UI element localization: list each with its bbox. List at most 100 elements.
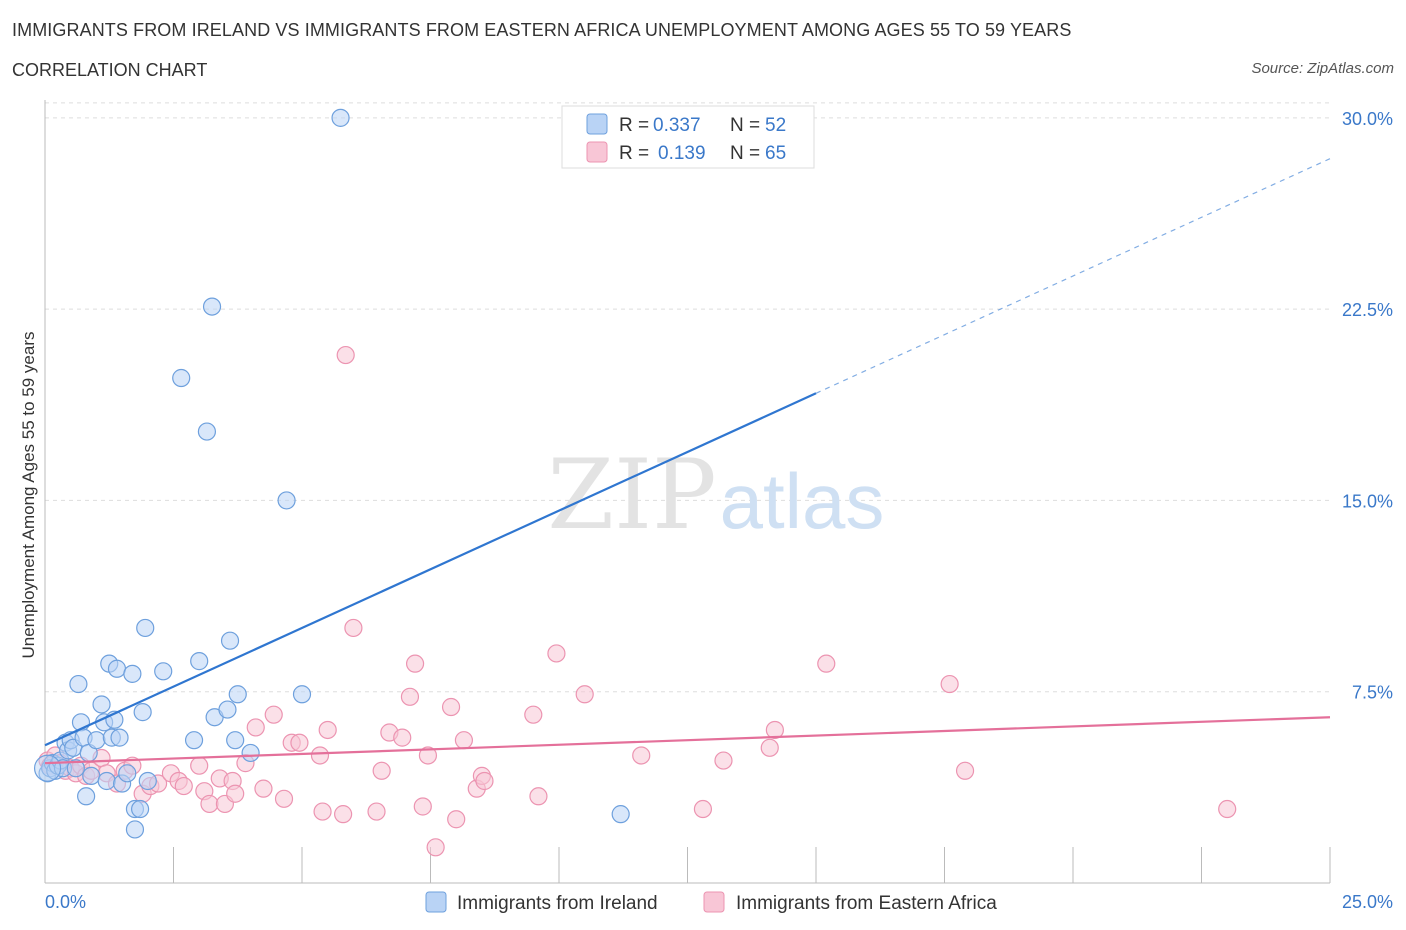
eastern-africa-point [418,746,438,765]
eastern-africa-point [290,733,309,752]
eastern-africa-point [334,805,353,824]
legend-r-label-ireland: R = [619,115,649,136]
ireland-point [123,664,142,683]
eastern-africa-point [454,731,474,750]
eastern-africa-point [765,720,784,740]
ireland-point [87,731,106,750]
trend-lines [44,158,1331,765]
ireland-point [97,771,116,791]
legend-r-value-ireland: 0.337 [653,115,701,136]
ireland-point [110,728,129,747]
eastern-africa-point [246,718,265,737]
ireland-point [197,422,217,441]
eastern-africa-point [575,685,594,704]
tick-labels: 7.5% 15.0% 22.5% 30.0% 0.0% 25.0% [45,109,1393,912]
ireland-point [82,766,101,785]
eastern-africa-point [524,705,543,724]
ireland-point [228,685,247,704]
eastern-africa-point [547,644,566,663]
eastern-africa-point [344,618,363,638]
top-legend: R = 0.337 N = 52 R = 0.139 N = 65 [561,105,815,169]
eastern-africa-point [310,746,330,765]
source-label: Source: ZipAtlas.com [1251,60,1394,77]
ireland-point [138,771,157,791]
eastern-africa-point [1218,799,1237,819]
ireland-point [184,731,204,750]
eastern-africa-point [318,720,337,740]
ireland-point-cluster [33,754,62,782]
eastern-africa-point [441,697,461,717]
ireland-trend-extension [815,158,1331,394]
eastern-africa-point [413,797,432,816]
ireland-point [220,631,240,650]
ireland-point [292,685,312,704]
legend-n-label-eastern-africa: N = [730,143,760,164]
ireland-point [172,368,191,388]
ireland-point [611,805,630,824]
axes [44,100,1331,884]
eastern-africa-point [529,787,548,806]
bottom-legend-swatch-ireland [425,891,447,913]
bottom-legend-swatch-eastern-africa [703,891,725,913]
eastern-africa-point [714,751,733,770]
x-tick-label-max: 25.0% [1342,892,1393,912]
ireland-point [66,759,85,778]
eastern-africa-point [760,738,779,757]
legend-swatch-eastern-africa [586,141,608,163]
eastern-africa-points [38,345,1237,857]
legend-n-label-ireland: N = [730,115,760,136]
eastern-africa-point [190,756,209,775]
ireland-point [154,662,173,681]
eastern-africa-point [693,799,713,819]
gridlines [45,102,1330,693]
ireland-points [33,108,630,839]
y-axis-label: Unemployment Among Ages 55 to 59 years [19,332,38,659]
eastern-africa-point [336,345,355,365]
eastern-africa-point [447,810,466,829]
ireland-point [136,618,155,638]
ireland-point [92,695,111,714]
ireland-trend-line [44,392,817,747]
ireland-point [226,731,245,750]
ireland-point [107,659,127,678]
eastern-africa-point [405,654,425,673]
ireland-point [241,743,260,763]
ireland-point [77,787,96,806]
eastern-africa-point [475,771,494,791]
eastern-africa-point [200,794,219,814]
y-tick-label: 15.0% [1342,491,1393,511]
y-tick-label: 30.0% [1342,109,1393,129]
ireland-point [218,700,237,719]
y-tick-label: 22.5% [1342,300,1393,320]
eastern-africa-point [226,784,245,803]
ireland-point [69,674,88,694]
ireland-point [133,703,152,722]
legend-swatch-ireland [586,113,608,135]
bottom-legend-label-eastern-africa: Immigrants from Eastern Africa [736,893,997,914]
watermark: ZIP atlas [547,439,884,551]
eastern-africa-point [817,654,836,673]
x-tick-label-min: 0.0% [45,892,86,912]
legend-n-value-ireland: 52 [765,115,786,136]
eastern-africa-point [264,705,283,724]
eastern-africa-point [174,776,193,796]
eastern-africa-trend-line [44,716,1331,765]
legend-n-value-eastern-africa: 65 [765,143,786,164]
eastern-africa-point [426,838,445,857]
y-tick-label: 7.5% [1352,683,1393,703]
bottom-legend: Immigrants from Ireland Immigrants from … [425,891,997,914]
eastern-africa-point [274,789,294,808]
eastern-africa-point [393,728,412,747]
chart-title: IMMIGRANTS FROM IRELAND VS IMMIGRANTS FR… [12,20,1072,40]
ireland-point [190,652,209,671]
eastern-africa-point [940,674,959,694]
ireland-point [125,820,145,839]
ireland-point [331,108,350,127]
ireland-point [277,491,296,510]
ireland-point [130,799,150,819]
eastern-africa-point [372,761,391,780]
eastern-africa-point [632,746,651,765]
eastern-africa-point [400,687,420,706]
bottom-legend-label-ireland: Immigrants from Ireland [457,893,658,914]
